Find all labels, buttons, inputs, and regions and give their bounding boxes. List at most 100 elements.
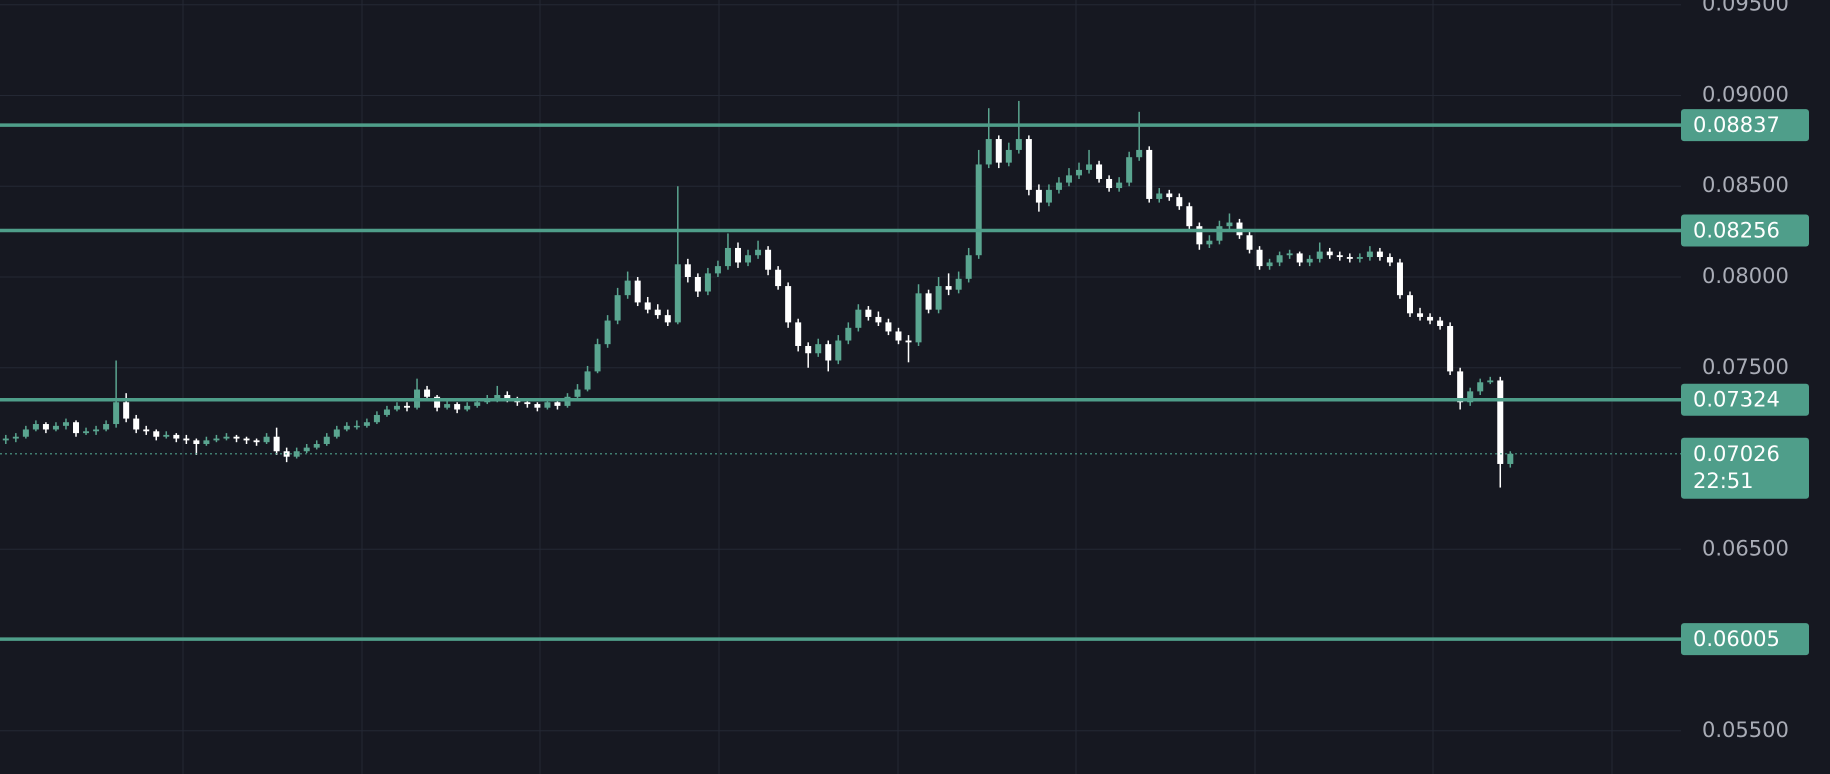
candle-body [1276,255,1283,263]
candle-body [1015,139,1022,150]
candle-body [935,286,942,310]
candle-body [704,273,711,292]
candle-body [825,344,832,361]
level-label: 0.07324 [1693,388,1780,412]
candle-body [22,429,29,437]
candle-body [1306,258,1313,263]
candle-body [554,402,561,406]
candle-body [1136,149,1143,158]
candle-body [133,418,140,430]
candle-body [303,447,310,452]
y-tick-label: 0.08000 [1702,264,1789,288]
candle-body [1296,253,1303,263]
level-label-box [1681,109,1809,142]
candle-body [1286,253,1293,256]
candle-body [875,316,882,323]
candle-body [835,340,842,361]
candle-body [674,264,681,323]
y-tick-label: 0.09500 [1702,0,1789,16]
candle-body [1176,197,1183,207]
candle-body [373,414,380,423]
candle-body [1386,257,1393,263]
candle-body [1366,251,1373,258]
candle-body [995,139,1002,163]
candle-body [1417,313,1424,317]
candle-body [103,424,110,430]
level-label-box [1681,383,1809,416]
candle-body [323,436,330,444]
candle-body [253,440,260,443]
candle-body [1336,255,1343,258]
candle-body [434,396,441,408]
candle-body [1196,226,1203,245]
candle-body [975,164,982,256]
candle-body [504,394,511,399]
candle-body [474,402,481,406]
y-tick-label: 0.06500 [1702,536,1789,560]
candle-body [113,402,120,425]
candle-body [213,438,220,441]
candle-body [574,389,581,397]
candle-body [1076,169,1083,176]
candle-body [383,409,390,415]
candle-body [1447,326,1454,372]
level-label: 0.08837 [1693,113,1780,137]
candle-body [1055,182,1062,190]
candle-body [895,331,902,341]
candle-body [1437,320,1444,327]
candle-body [1396,262,1403,296]
candle-body [464,405,471,410]
candle-body [52,425,59,430]
candle-body [865,309,872,317]
candle-body [785,286,792,323]
candle-body [1166,193,1173,198]
candle-body [1316,251,1323,259]
candle-body [203,440,210,444]
candle-body [1106,178,1113,189]
candle-body [1467,391,1474,403]
candle-body [183,438,190,441]
candle-body [393,405,400,410]
candle-body [1096,164,1103,179]
candle-body [444,404,451,408]
candle-body [965,255,972,279]
candle-body [745,255,752,263]
candle-body [855,309,862,328]
candle-body [173,434,180,439]
candle-body [1146,149,1153,199]
candle-body [1507,453,1514,464]
candle-body [233,436,240,439]
candle-body [494,394,501,401]
candle-body [1126,157,1133,183]
candle-body [1226,222,1233,227]
candle-body [594,344,601,372]
candle-body [604,320,611,345]
candle-body [163,434,170,437]
candle-body [1206,240,1213,245]
candle-body [664,315,671,323]
candle-body [353,425,360,428]
candle-body [684,264,691,277]
candle-body [584,371,591,390]
candle-body [343,425,350,430]
candle-body [1086,164,1093,170]
countdown: 22:51 [1693,469,1754,493]
candle-body [193,440,200,444]
candle-body [424,389,431,397]
candle-body [1045,189,1052,203]
candle-body [1326,251,1333,256]
candle-body [404,405,410,408]
candle-body [845,327,852,341]
candle-body [1477,382,1484,392]
candle-body [985,139,992,165]
candle-body [544,402,551,408]
candle-body [795,322,802,346]
candle-body [1035,189,1042,203]
candle-body [454,404,461,410]
candle-body [153,431,160,437]
level-label-box [1681,623,1809,656]
candle-body [1457,371,1464,403]
candle-body [724,247,731,267]
candle-body [634,280,641,303]
candle-body [885,322,892,332]
